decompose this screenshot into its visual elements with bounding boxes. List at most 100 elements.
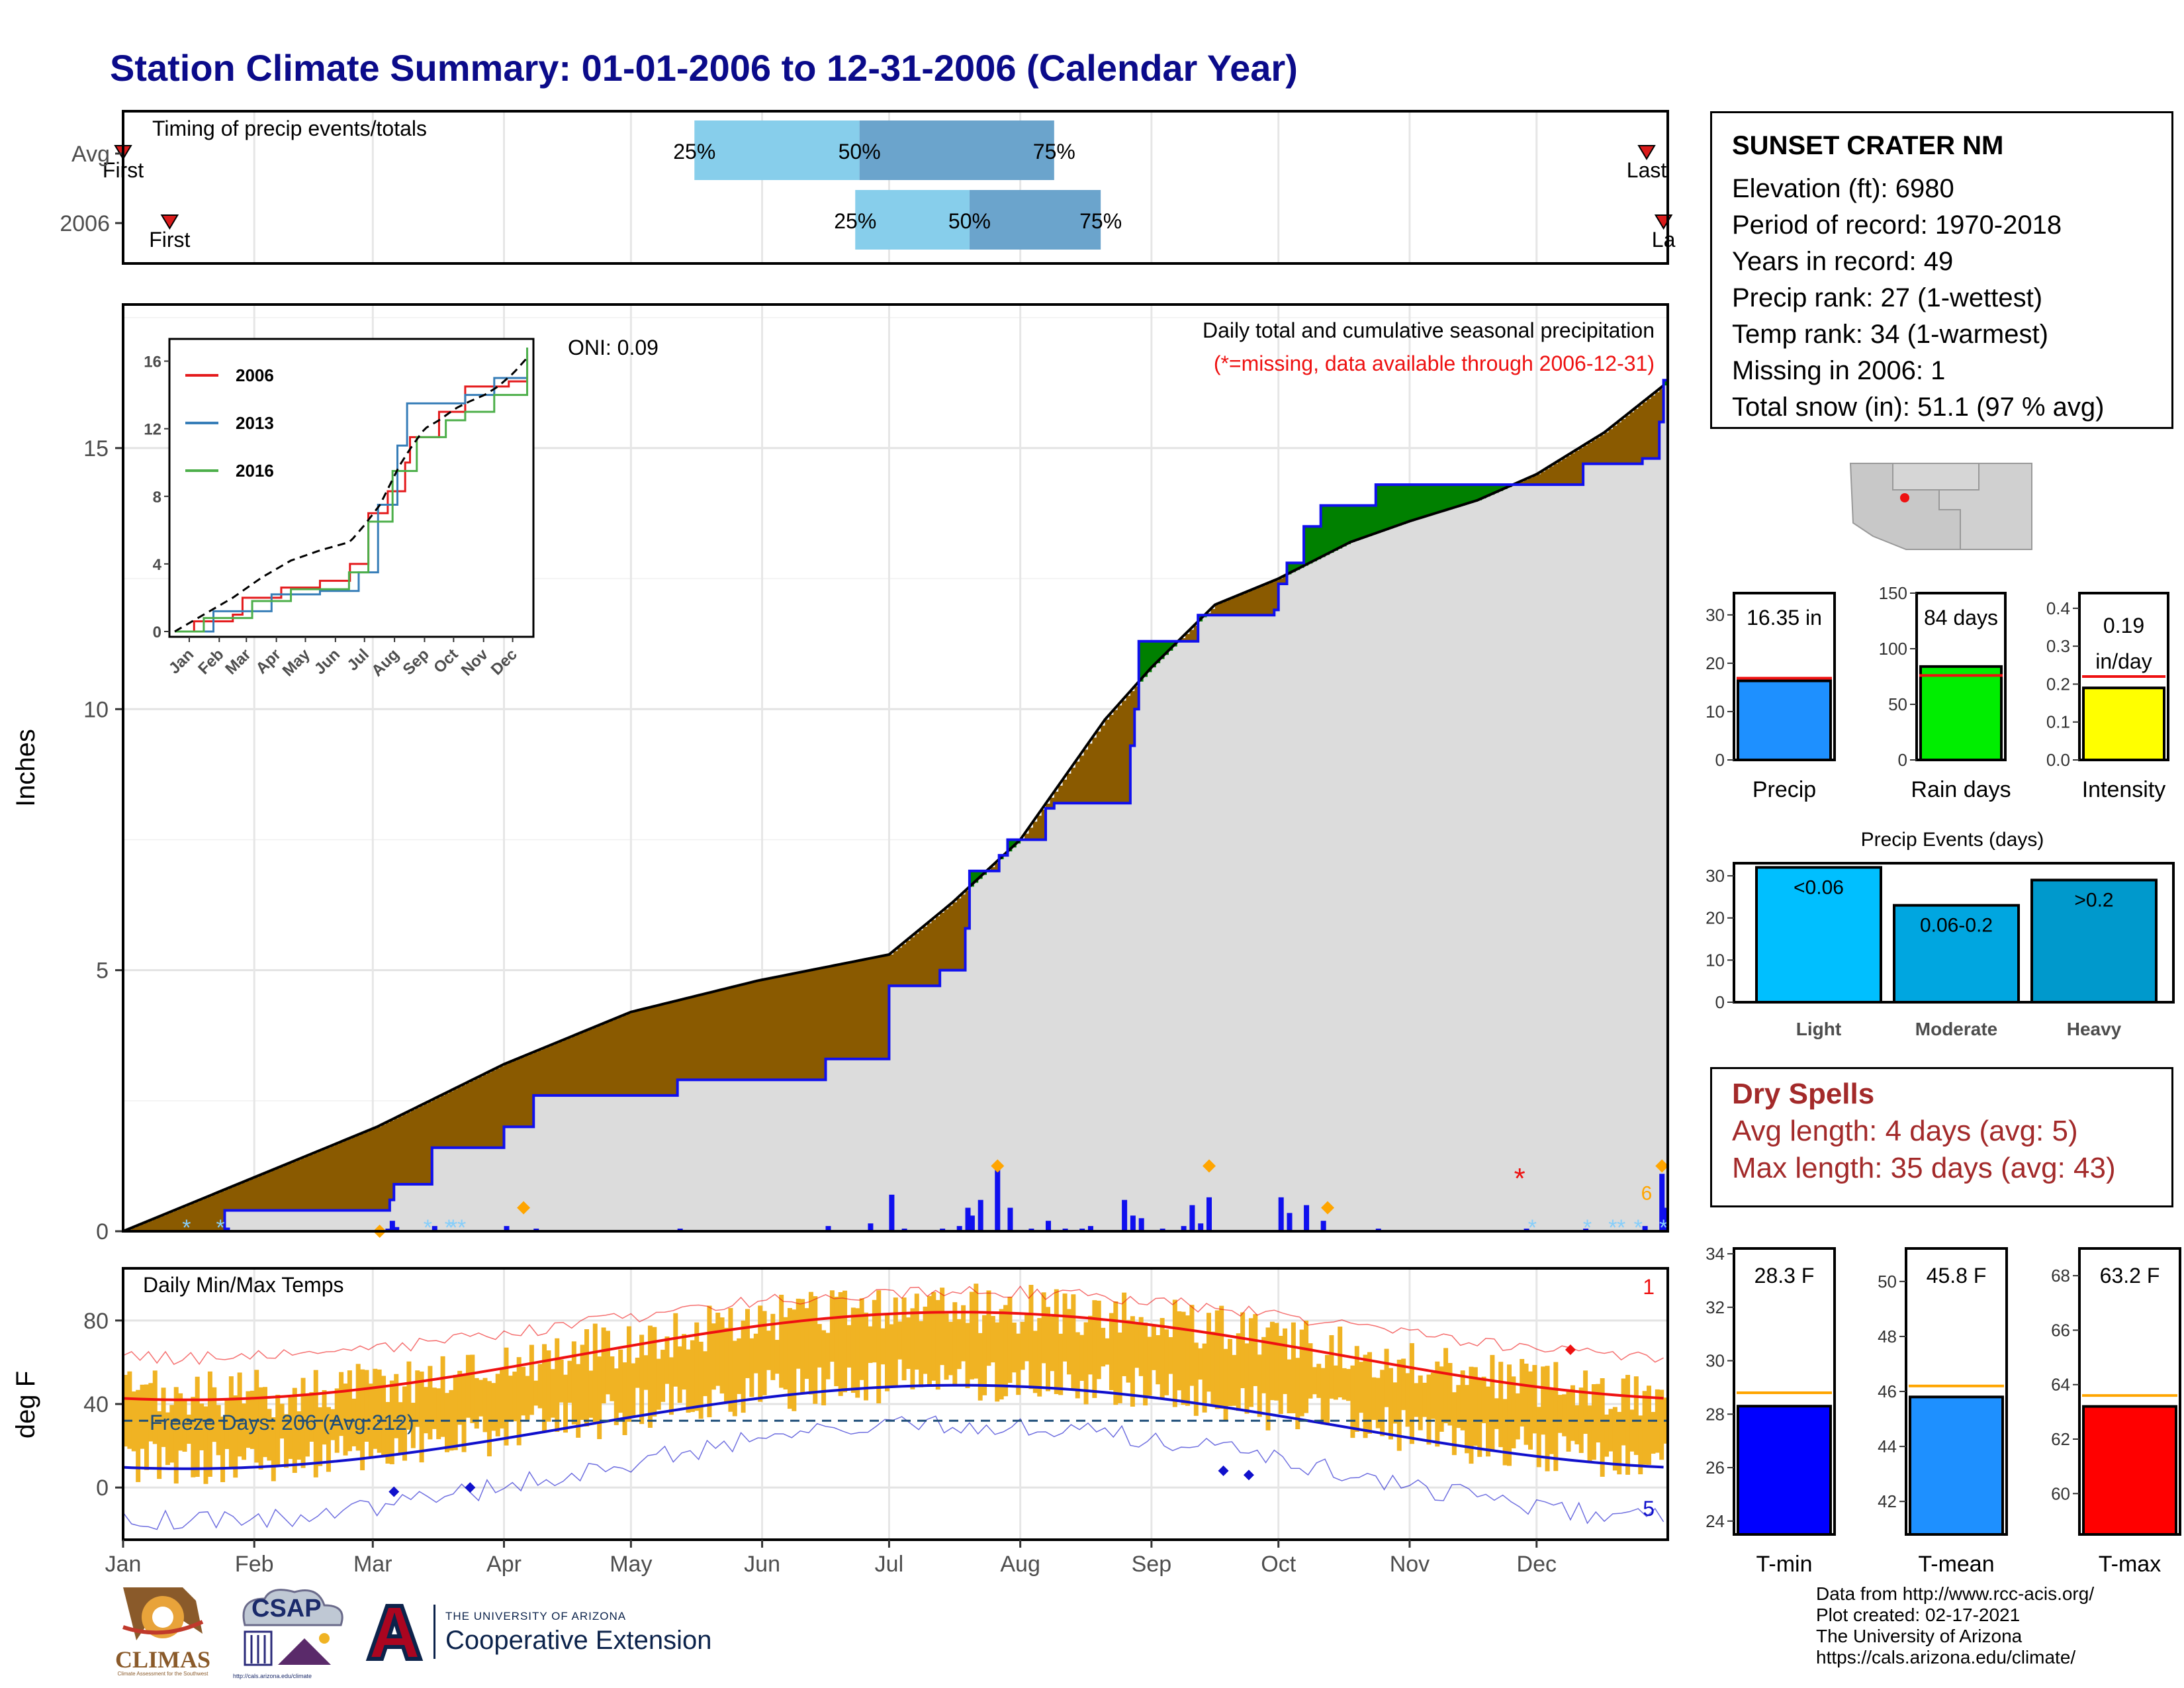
precip-deficit-band <box>182 1207 187 1231</box>
precip-deficit-band <box>961 894 966 970</box>
daily-temp-range-bar <box>1109 1313 1114 1391</box>
daily-precip-bar <box>889 1194 895 1231</box>
daily-temp-range-bar <box>1037 1318 1042 1397</box>
daily-temp-range-bar <box>969 1291 974 1380</box>
precip-deficit-band <box>495 1068 500 1148</box>
stat-y-tick-label: 150 <box>1879 583 1907 603</box>
precip-surplus-band <box>1156 641 1161 663</box>
precip-deficit-band <box>368 1130 373 1211</box>
footer-credits: Data from http://www.rcc-acis.org/ Plot … <box>1816 1583 2094 1668</box>
daily-temp-range-bar <box>283 1414 289 1468</box>
daily-temp-range-bar <box>614 1368 619 1425</box>
precip-deficit-band <box>529 1053 534 1127</box>
precip-deficit-band <box>1024 833 1029 840</box>
csap-logo: CSAP http://cals.arizona.edu/climate <box>232 1585 351 1685</box>
precip-deficit-band <box>965 890 970 929</box>
precip-deficit-band <box>330 1146 336 1211</box>
precip-deficit-band <box>1608 429 1614 464</box>
daily-temp-range-bar <box>182 1399 187 1452</box>
daily-temp-range-bar <box>1117 1333 1122 1403</box>
daily-temp-range-bar <box>965 1323 970 1389</box>
daily-temp-range-bar <box>576 1364 581 1438</box>
daily-temp-range-bar <box>275 1394 281 1466</box>
stat-bar <box>1919 665 2003 761</box>
precip-surplus-band <box>1308 526 1313 564</box>
daily-temp-range-bar <box>588 1370 594 1418</box>
daily-temp-range-bar <box>1189 1305 1195 1386</box>
daily-temp-range-bar <box>326 1407 331 1472</box>
daily-temp-range-bar <box>800 1299 805 1393</box>
precip-deficit-band <box>355 1135 361 1211</box>
info-line: Elevation (ft): 6980 <box>1732 174 1954 203</box>
precip-deficit-band <box>326 1147 331 1211</box>
daily-temp-range-bar <box>1617 1411 1622 1475</box>
record-high-marker <box>1565 1344 1576 1355</box>
precip-deficit-band <box>148 1221 154 1231</box>
daily-temp-range-bar <box>1295 1358 1300 1430</box>
precip-deficit-band <box>1541 471 1546 485</box>
stat-y-tick-label: 0.0 <box>2046 750 2070 770</box>
daily-temp-range-bar <box>1248 1318 1253 1407</box>
precip-surplus-band <box>1460 485 1465 506</box>
daily-temp-range-bar <box>986 1290 991 1366</box>
precip-surplus-band <box>1430 485 1435 515</box>
precip-deficit-band <box>770 978 776 1080</box>
daily-temp-range-bar <box>935 1299 940 1390</box>
daily-temp-range-bar <box>216 1405 221 1456</box>
stat-bar <box>1909 1395 2004 1536</box>
precip-deficit-band <box>668 1002 674 1096</box>
daily-temp-range-bar <box>470 1354 475 1423</box>
event-bar-label: <0.06 <box>1794 876 1844 898</box>
daily-temp-range-bar <box>914 1293 919 1370</box>
daily-temp-range-bar <box>1541 1366 1546 1435</box>
precip-deficit-band <box>1520 481 1525 485</box>
daily-temp-range-bar <box>1481 1376 1486 1423</box>
daily-temp-range-bar <box>724 1327 729 1402</box>
precip-deficit-band <box>639 1009 645 1096</box>
daily-temp-range-bar <box>322 1390 327 1445</box>
daily-temp-range-bar <box>897 1321 903 1360</box>
precip-deficit-band <box>389 1120 394 1200</box>
precip-deficit-band <box>682 999 686 1080</box>
daily-temp-range-bar <box>745 1309 750 1378</box>
precip-deficit-band <box>901 944 907 986</box>
daily-temp-range-bar <box>1168 1336 1173 1374</box>
daily-temp-range-bar <box>1498 1362 1504 1448</box>
daily-temp-range-bar <box>537 1364 543 1409</box>
daily-temp-range-bar <box>1536 1407 1541 1468</box>
precip-surplus-band <box>1494 485 1499 493</box>
daily-temp-range-bar <box>449 1389 454 1451</box>
daily-temp-range-bar <box>330 1409 336 1440</box>
precip-deficit-band <box>199 1199 204 1231</box>
daily-temp-range-bar <box>1075 1332 1080 1399</box>
daily-temp-range-bar <box>1299 1329 1304 1417</box>
snow-day-marker: * <box>1634 1215 1643 1241</box>
daily-temp-range-bar <box>1469 1366 1474 1464</box>
daily-temp-range-bar <box>567 1360 572 1403</box>
events-y-tick-label: 30 <box>1706 866 1725 886</box>
daily-temp-range-bar <box>829 1290 835 1362</box>
daily-temp-range-bar <box>1325 1354 1330 1424</box>
daily-temp-range-bar <box>495 1374 500 1436</box>
daily-temp-range-bar <box>673 1313 678 1387</box>
daily-precip-bar <box>504 1226 510 1231</box>
stat-bar <box>1737 679 1832 761</box>
daily-temp-range-bar <box>304 1394 310 1457</box>
daily-temp-range-bar <box>228 1376 234 1468</box>
stat-y-tick-label: 20 <box>1706 653 1725 673</box>
daily-temp-range-bar <box>1181 1311 1186 1405</box>
precip-deficit-band <box>279 1166 285 1211</box>
inset-y-tick-label: 8 <box>153 489 161 506</box>
stat-y-tick-label: 30 <box>1706 605 1725 625</box>
daily-temp-range-bar <box>1333 1365 1338 1400</box>
precip-deficit-band <box>737 986 742 1080</box>
daily-temp-range-bar <box>990 1315 995 1363</box>
daily-temp-range-bar <box>846 1325 852 1368</box>
daily-temp-range-bar <box>1633 1376 1639 1455</box>
daily-temp-range-bar <box>1151 1325 1156 1370</box>
daily-temp-range-bar <box>1032 1331 1038 1393</box>
precip-surplus-band <box>1143 641 1148 677</box>
daily-temp-range-bar <box>267 1409 272 1461</box>
record-low-marker <box>1243 1470 1254 1481</box>
daily-temp-range-bar <box>893 1297 898 1387</box>
